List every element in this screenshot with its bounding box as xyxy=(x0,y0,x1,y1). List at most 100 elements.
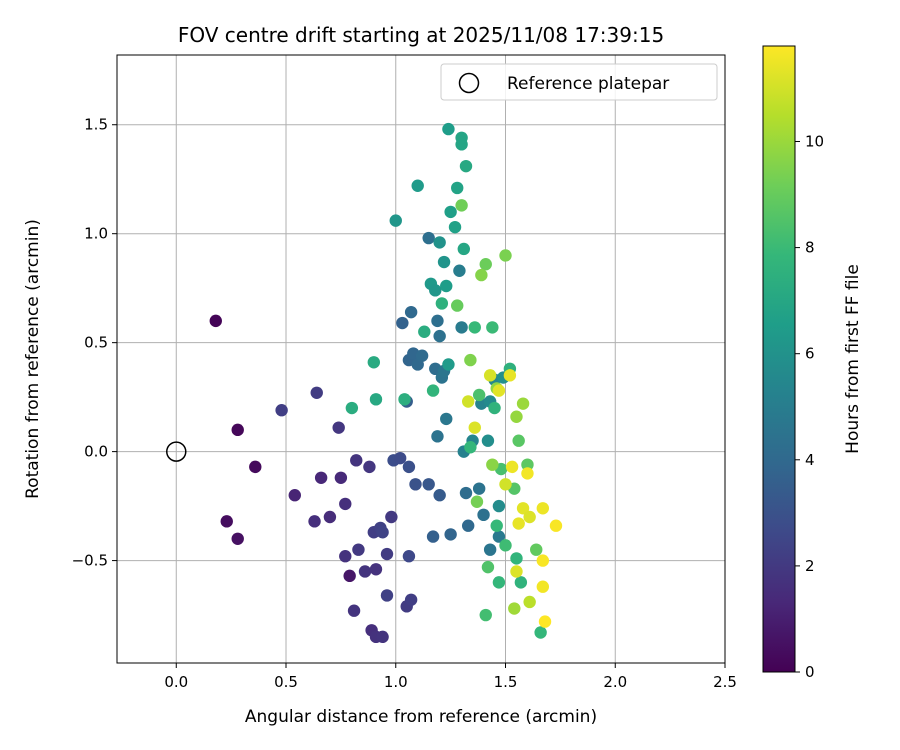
scatter-point xyxy=(505,460,519,474)
scatter-point xyxy=(380,589,394,602)
colorbar: 0 2 4 6 8 10 Hours from first FF file xyxy=(762,45,863,681)
scatter-point xyxy=(275,404,288,417)
scatter-point xyxy=(369,393,383,406)
y-axis-ticks: −0.5 0.0 0.5 1.0 1.5 xyxy=(72,116,117,570)
chart-title: FOV centre drift starting at 2025/11/08 … xyxy=(178,23,664,47)
colorbar-tick-label: 0 xyxy=(805,663,815,681)
scatter-point xyxy=(249,460,262,474)
y-tick-label: 1.5 xyxy=(84,116,108,134)
scatter-point xyxy=(536,580,550,593)
scatter-point xyxy=(455,199,468,212)
y-tick-label: 0.5 xyxy=(84,334,108,352)
scatter-point xyxy=(490,519,503,532)
scatter-point xyxy=(503,369,517,382)
scatter-point xyxy=(389,214,402,227)
colorbar-label: Hours from first FF file xyxy=(843,264,863,454)
scatter-point xyxy=(440,279,453,293)
scatter-point xyxy=(332,421,345,434)
scatter-point xyxy=(512,434,525,447)
scatter-point xyxy=(472,482,486,495)
scatter-point xyxy=(455,321,468,334)
scatter-point xyxy=(310,386,323,399)
scatter-point xyxy=(334,471,348,484)
x-axis-ticks: 0.0 0.5 1.0 1.5 2.0 2.5 xyxy=(164,663,737,691)
scatter-point xyxy=(429,284,442,297)
legend: Reference platepar xyxy=(440,63,718,101)
scatter-point xyxy=(398,393,411,406)
scatter-point xyxy=(440,412,453,426)
scatter-point xyxy=(380,547,394,561)
x-tick-label: 0.0 xyxy=(164,673,188,691)
scatter-point xyxy=(343,569,356,583)
scatter-point xyxy=(512,517,525,530)
scatter-point xyxy=(470,495,484,508)
scatter-point xyxy=(345,401,359,415)
scatter-point xyxy=(483,543,497,556)
scatter-point xyxy=(231,532,244,545)
scatter-point xyxy=(530,543,543,556)
scatter-point xyxy=(483,369,497,382)
scatter-point xyxy=(426,530,440,543)
data-points xyxy=(209,122,563,644)
scatter-point xyxy=(404,593,418,607)
scatter-point xyxy=(472,388,486,402)
scatter-point xyxy=(523,510,536,524)
scatter-point xyxy=(459,159,473,173)
scatter-point xyxy=(516,502,530,515)
scatter-point xyxy=(479,258,492,271)
scatter-point xyxy=(514,576,528,589)
scatter-point xyxy=(534,626,547,639)
scatter-point xyxy=(549,519,563,532)
scatter-point xyxy=(461,519,475,532)
x-tick-label: 1.0 xyxy=(384,673,408,691)
x-tick-label: 0.5 xyxy=(274,673,298,691)
colorbar-tick-label: 10 xyxy=(805,132,824,150)
scatter-point xyxy=(426,384,440,397)
scatter-point xyxy=(404,305,418,319)
scatter-point xyxy=(475,268,488,282)
scatter-point xyxy=(481,434,495,447)
y-tick-label: 1.0 xyxy=(84,225,108,243)
scatter-point xyxy=(385,510,398,524)
scatter-point xyxy=(347,604,361,617)
scatter-point xyxy=(461,395,475,408)
x-tick-label: 1.5 xyxy=(494,673,518,691)
scatter-point xyxy=(499,249,512,262)
scatter-point xyxy=(220,515,233,528)
scatter-point xyxy=(486,458,499,471)
scatter-point xyxy=(367,356,381,369)
scatter-point xyxy=(431,314,444,328)
scatter-point xyxy=(499,539,512,552)
x-tick-label: 2.5 xyxy=(713,673,737,691)
scatter-point xyxy=(499,478,512,491)
scatter-point xyxy=(339,497,352,511)
scatter-point xyxy=(433,489,446,502)
scatter-point xyxy=(457,242,471,256)
scatter-point xyxy=(521,467,534,480)
reference-point-marker xyxy=(166,441,187,462)
scatter-point xyxy=(492,530,506,543)
scatter-point xyxy=(339,550,352,563)
scatter-point xyxy=(376,526,389,539)
scatter-point xyxy=(521,458,534,471)
colorbar-tick-label: 8 xyxy=(805,239,815,257)
scatter-point xyxy=(453,264,466,277)
scatter-point xyxy=(435,297,449,310)
scatter-point xyxy=(422,478,435,491)
colorbar-tick-label: 2 xyxy=(805,557,815,575)
scatter-point xyxy=(492,499,506,513)
scatter-point xyxy=(451,299,464,312)
colorbar-tick-label: 6 xyxy=(805,345,815,363)
scatter-point xyxy=(231,423,244,437)
scatter-point xyxy=(442,358,455,371)
scatter-point xyxy=(288,489,301,502)
scatter-point xyxy=(510,552,523,565)
scatter-point xyxy=(350,454,363,467)
scatter-point xyxy=(431,430,444,443)
scatter-point xyxy=(538,615,552,628)
x-tick-label: 2.0 xyxy=(603,673,627,691)
scatter-point xyxy=(488,401,501,415)
scatter-point xyxy=(516,397,530,410)
y-axis-label: Rotation from reference (arcmin) xyxy=(23,219,43,499)
scatter-point xyxy=(396,316,409,330)
